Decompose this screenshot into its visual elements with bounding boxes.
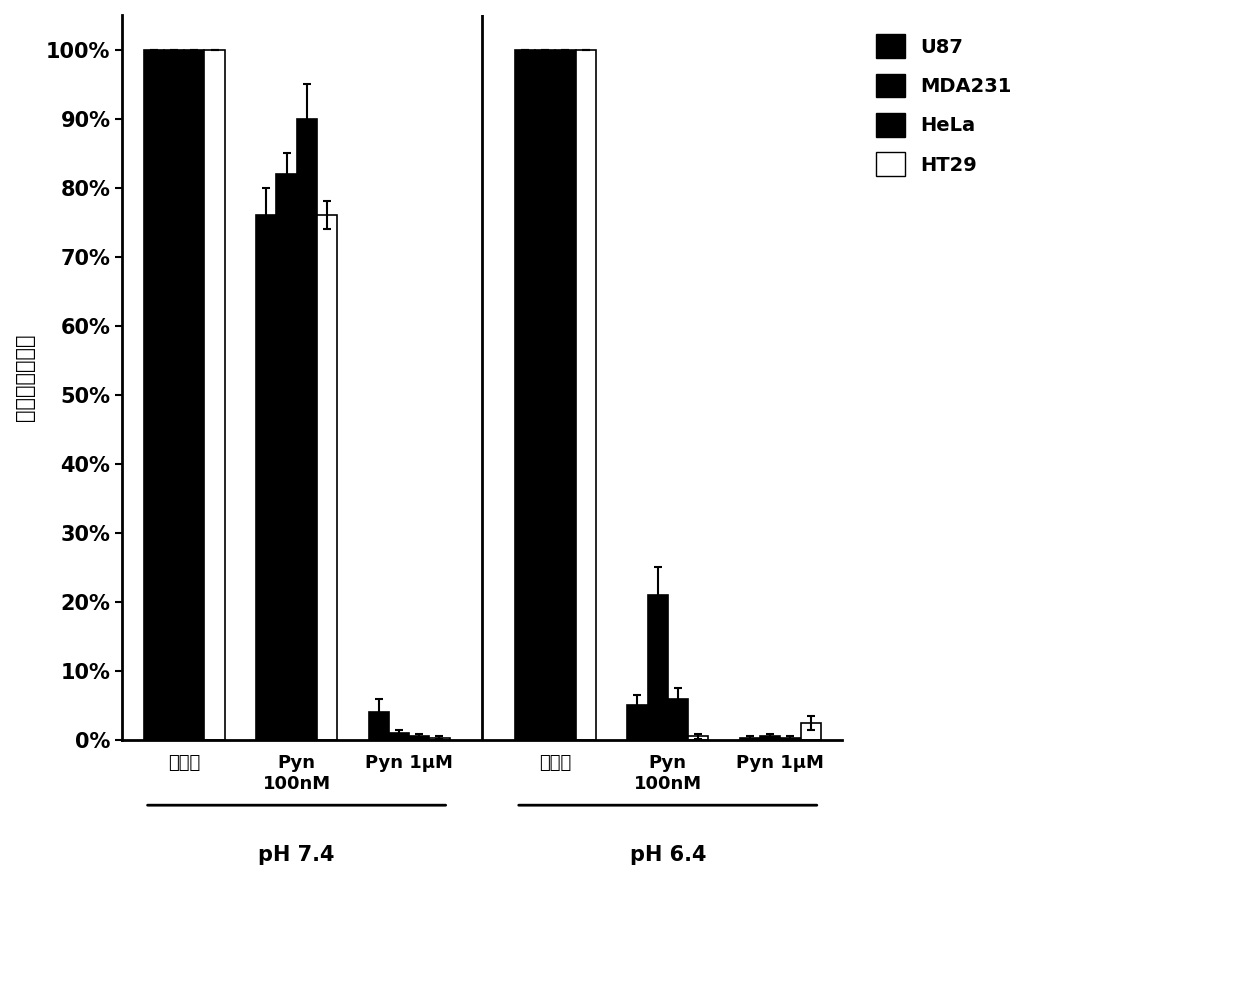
Bar xyxy=(144,49,164,740)
Text: pH 6.4: pH 6.4 xyxy=(630,845,706,865)
Bar xyxy=(780,738,801,740)
Text: pH 7.4: pH 7.4 xyxy=(258,845,335,865)
Bar xyxy=(668,699,688,740)
Bar xyxy=(688,736,708,740)
Bar xyxy=(556,49,575,740)
Bar xyxy=(164,49,185,740)
Bar xyxy=(647,595,668,740)
Bar xyxy=(185,49,205,740)
Bar xyxy=(368,713,389,740)
Bar xyxy=(389,733,409,740)
Bar xyxy=(740,738,760,740)
Bar xyxy=(429,738,450,740)
Bar xyxy=(277,174,296,740)
Y-axis label: 细胞相对存活率: 细胞相对存活率 xyxy=(15,333,35,422)
Bar xyxy=(627,706,647,740)
Bar xyxy=(515,49,536,740)
Legend: U87, MDA231, HeLa, HT29: U87, MDA231, HeLa, HT29 xyxy=(867,25,1022,186)
Bar xyxy=(257,215,277,740)
Bar xyxy=(575,49,595,740)
Bar xyxy=(205,49,224,740)
Bar xyxy=(536,49,556,740)
Bar xyxy=(296,119,317,740)
Bar xyxy=(801,723,821,740)
Bar xyxy=(760,736,780,740)
Bar xyxy=(409,736,429,740)
Bar xyxy=(317,215,337,740)
